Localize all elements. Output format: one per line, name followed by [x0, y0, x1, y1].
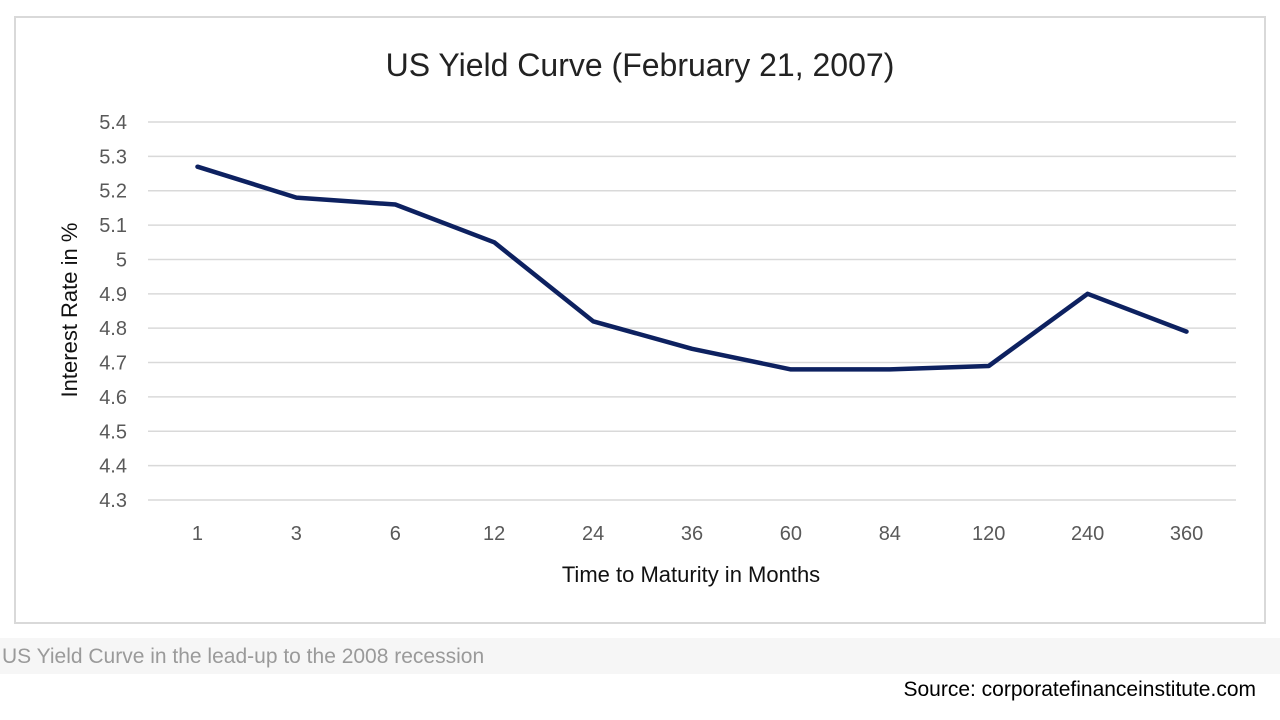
y-tick-label: 4.8 [99, 318, 127, 340]
data-point [988, 365, 990, 367]
y-tick-label: 4.3 [99, 490, 127, 512]
y-tick-label: 5 [116, 249, 127, 271]
data-point [394, 203, 396, 205]
x-tick-label: 1 [192, 523, 203, 545]
x-tick-label: 84 [879, 523, 901, 545]
x-axis-label: Time to Maturity in Months [562, 562, 820, 587]
y-tick-label: 4.5 [99, 421, 127, 443]
x-tick-label: 12 [483, 523, 505, 545]
y-tick-label: 5.1 [99, 215, 127, 237]
y-tick-labels: 5.4 5.3 5.2 5.1 5 4.9 4.8 4.7 4.6 4.5 4.4 4.3 [99, 112, 127, 512]
data-point [295, 197, 297, 199]
data-point [691, 348, 693, 350]
data-point [592, 320, 594, 322]
data-point [889, 368, 891, 370]
data-point [196, 166, 198, 168]
x-tick-label: 360 [1170, 523, 1203, 545]
yield-curve-line [195, 164, 1189, 372]
y-tick-label: 4.4 [99, 456, 127, 478]
y-tick-label: 5.4 [99, 112, 127, 134]
y-tick-label: 4.9 [99, 284, 127, 306]
x-tick-label: 240 [1071, 523, 1104, 545]
y-tick-label: 5.2 [99, 181, 127, 203]
data-point [1087, 293, 1089, 295]
y-axis-label: Interest Rate in % [57, 223, 82, 398]
x-tick-label: 3 [291, 523, 302, 545]
x-tick-label: 60 [780, 523, 802, 545]
data-point [493, 241, 495, 243]
chart-frame [14, 16, 1266, 624]
source-credit: Source: corporatefinanceinstitute.com [903, 678, 1256, 701]
x-tick-labels: 1 3 6 12 24 36 60 84 120 240 360 [192, 523, 1203, 545]
x-tick-label: 6 [390, 523, 401, 545]
data-point [790, 368, 792, 370]
grid-lines [148, 121, 1236, 501]
caption-bar [0, 638, 1280, 674]
x-tick-label: 120 [972, 523, 1005, 545]
y-tick-label: 5.3 [99, 146, 127, 168]
data-point [1186, 331, 1188, 333]
x-tick-label: 36 [681, 523, 703, 545]
y-tick-label: 4.7 [99, 353, 127, 375]
yield-curve-chart: US Yield Curve (February 21, 2007) 5.45.… [57, 47, 1236, 587]
x-tick-label: 24 [582, 523, 604, 545]
series-layer [195, 164, 1189, 372]
figure-caption: US Yield Curve in the lead-up to the 200… [2, 645, 485, 668]
chart-title: US Yield Curve (February 21, 2007) [386, 47, 895, 83]
y-tick-label: 4.6 [99, 387, 127, 409]
